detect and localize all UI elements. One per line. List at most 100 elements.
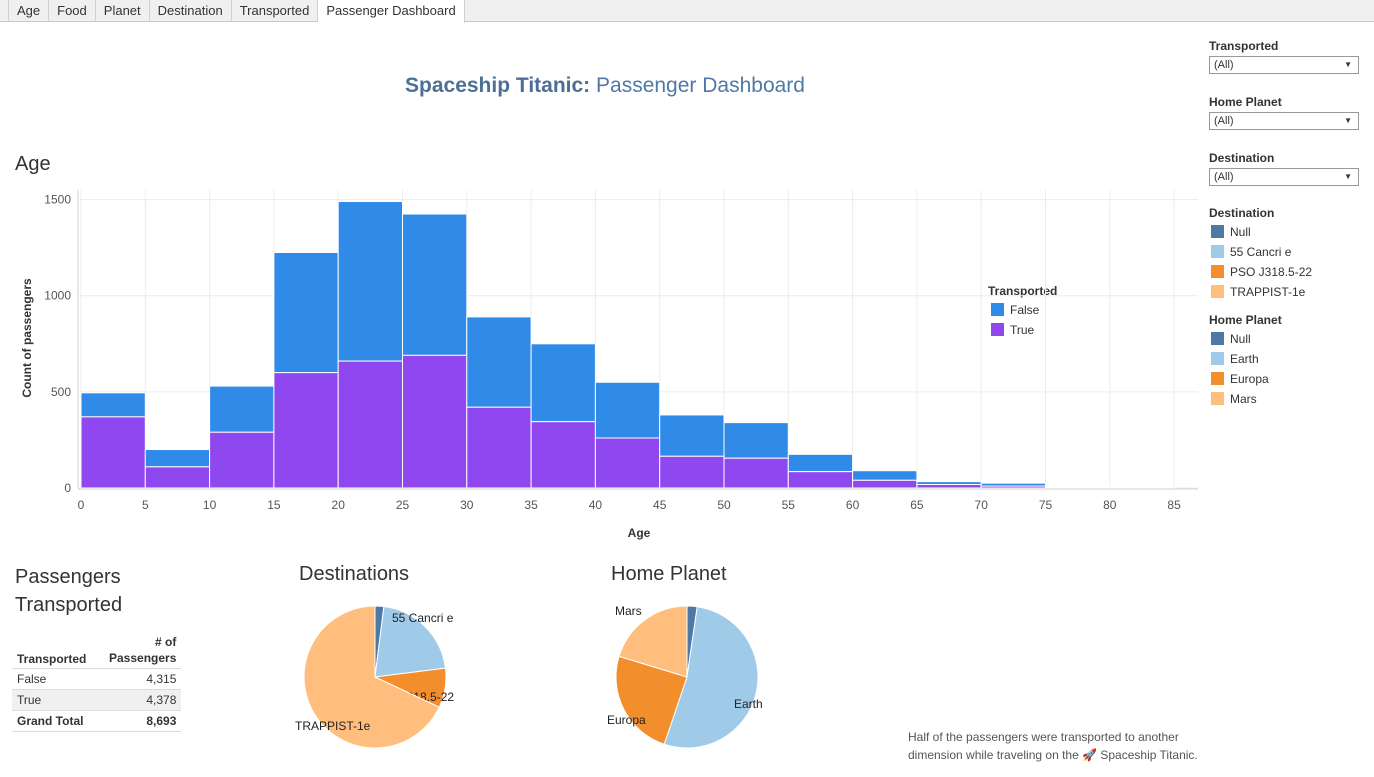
legend-swatch bbox=[991, 303, 1004, 317]
filter-home-planet-label: Home Planet bbox=[1209, 95, 1282, 109]
legend-swatch bbox=[1211, 372, 1224, 386]
legend-label: Null bbox=[1230, 225, 1251, 239]
filter-destination-label: Destination bbox=[1209, 151, 1275, 165]
legend-swatch bbox=[1211, 352, 1224, 366]
destination-legend-item[interactable]: 55 Cancri e bbox=[1211, 244, 1291, 260]
tab-food[interactable]: Food bbox=[49, 0, 96, 22]
home-planet-legend-title: Home Planet bbox=[1209, 313, 1282, 327]
chevron-down-icon: ▼ bbox=[1344, 60, 1352, 69]
legend-swatch bbox=[1211, 225, 1224, 239]
legend-swatch bbox=[1211, 265, 1224, 279]
chevron-down-icon: ▼ bbox=[1344, 116, 1352, 125]
table-total-row[interactable]: Grand Total 8,693 bbox=[12, 710, 182, 732]
bar-true bbox=[530, 421, 596, 489]
bar-true bbox=[80, 416, 146, 489]
destination-legend-item[interactable]: PSO J318.5-22 bbox=[1211, 264, 1312, 280]
pie-slice bbox=[615, 655, 688, 745]
home-planet-legend-item[interactable]: Mars bbox=[1211, 391, 1257, 407]
table-header-row: Transported # of Passengers bbox=[12, 632, 181, 669]
bar-false bbox=[787, 453, 854, 473]
pie-slice bbox=[663, 606, 759, 749]
filter-destination-dropdown[interactable]: (All) ▼ bbox=[1209, 168, 1359, 186]
transported-legend-title: Transported bbox=[988, 284, 1058, 298]
legend-label: False bbox=[1010, 303, 1040, 317]
pie-slice-label: TRAPPIST-1e bbox=[295, 719, 371, 733]
destination-legend-title: Destination bbox=[1209, 206, 1275, 220]
x-tick-label: 35 bbox=[524, 498, 538, 512]
transported-legend-item[interactable]: False bbox=[991, 302, 1039, 318]
bar-false bbox=[337, 201, 404, 362]
x-tick-label: 20 bbox=[332, 498, 346, 512]
bar-false bbox=[530, 343, 596, 423]
filter-transported-dropdown[interactable]: (All) ▼ bbox=[1209, 56, 1359, 74]
transported-legend-item[interactable]: True bbox=[991, 322, 1034, 338]
home-planet-legend-item[interactable]: Null bbox=[1211, 331, 1251, 347]
x-tick-label: 5 bbox=[142, 498, 149, 512]
filter-home-planet-value: (All) bbox=[1214, 115, 1234, 127]
legend-label: Europa bbox=[1230, 372, 1269, 386]
legend-swatch bbox=[1211, 285, 1224, 299]
legend-label: Mars bbox=[1230, 392, 1257, 406]
table-cell-label: True bbox=[12, 689, 104, 711]
y-tick-label: 1500 bbox=[44, 193, 71, 207]
bar-false bbox=[594, 381, 661, 439]
bar-false bbox=[659, 414, 725, 457]
destination-legend-item[interactable]: Null bbox=[1211, 224, 1251, 240]
bar-false bbox=[80, 392, 146, 418]
pie-slice bbox=[374, 606, 446, 678]
age-chart-bars bbox=[80, 201, 1175, 489]
legend-swatch bbox=[1211, 392, 1224, 406]
tab-age[interactable]: Age bbox=[8, 0, 50, 22]
bar-true bbox=[787, 471, 854, 489]
bar-false bbox=[273, 251, 339, 374]
filter-destination-value: (All) bbox=[1214, 171, 1234, 183]
passengers-transported-table: Transported # of Passengers False 4,315 … bbox=[12, 632, 182, 732]
table-header-passengers: # of Passengers bbox=[109, 635, 177, 665]
bar-false bbox=[723, 422, 789, 459]
pie-slice bbox=[618, 605, 688, 678]
legend-swatch bbox=[991, 323, 1004, 337]
age-chart-axes: 0 5 10 15 20 25 30 35 40 45 50 55 60 65 70 75 80 85 0 500 10… bbox=[44, 193, 1181, 512]
destination-legend-item[interactable]: TRAPPIST-1e bbox=[1211, 284, 1305, 300]
tab-planet[interactable]: Planet bbox=[96, 0, 150, 22]
legend-label: PSO J318.5-22 bbox=[1230, 265, 1313, 279]
filter-transported-label: Transported bbox=[1209, 39, 1279, 53]
home-planet-legend-item[interactable]: Earth bbox=[1211, 351, 1259, 367]
x-tick-label: 50 bbox=[717, 498, 731, 512]
table-row[interactable]: False 4,315 bbox=[12, 668, 182, 690]
x-tick-label: 45 bbox=[653, 498, 667, 512]
x-tick-label: 55 bbox=[782, 498, 796, 512]
bar-false bbox=[466, 316, 532, 408]
x-tick-label: 0 bbox=[78, 498, 85, 512]
legend-label: True bbox=[1010, 323, 1035, 337]
bar-true bbox=[402, 354, 468, 489]
legend-label: 55 Cancri e bbox=[1230, 245, 1292, 259]
tab-destination[interactable]: Destination bbox=[150, 0, 232, 22]
pie-slice-label: Mars bbox=[615, 604, 642, 618]
dashboard-title: Spaceship Titanic: Passenger Dashboard bbox=[300, 74, 910, 98]
tab-transported[interactable]: Transported bbox=[232, 0, 319, 22]
x-tick-label: 15 bbox=[267, 498, 281, 512]
y-tick-label: 500 bbox=[51, 385, 71, 399]
filter-transported-value: (All) bbox=[1214, 59, 1234, 71]
filter-home-planet-dropdown[interactable]: (All) ▼ bbox=[1209, 112, 1359, 130]
bar-true bbox=[916, 484, 982, 489]
tab-passenger-dashboard[interactable]: Passenger Dashboard bbox=[318, 0, 465, 23]
bar-true bbox=[980, 485, 1047, 489]
dashboard-title-bold: Spaceship Titanic: bbox=[405, 74, 591, 97]
home-planet-legend-item[interactable]: Europa bbox=[1211, 371, 1269, 387]
x-tick-label: 40 bbox=[589, 498, 603, 512]
age-chart-title: Age bbox=[15, 153, 51, 175]
x-tick-label: 65 bbox=[910, 498, 924, 512]
table-cell-value: 4,378 bbox=[104, 689, 182, 711]
bar-false bbox=[852, 470, 918, 481]
bar-true bbox=[723, 457, 789, 489]
table-cell-value: 4,315 bbox=[104, 668, 182, 690]
legend-swatch bbox=[1211, 245, 1224, 259]
chevron-down-icon: ▼ bbox=[1344, 172, 1352, 181]
bar-true bbox=[144, 466, 211, 489]
table-cell-label: False bbox=[12, 668, 104, 690]
age-y-axis-label: Count of passengers bbox=[20, 278, 34, 398]
table-row[interactable]: True 4,378 bbox=[12, 689, 182, 711]
